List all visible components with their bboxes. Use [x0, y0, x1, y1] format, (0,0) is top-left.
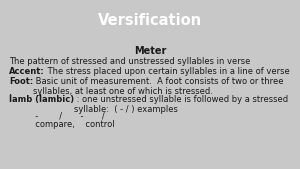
Text: -        /       -       /: - / - / — [9, 112, 105, 121]
Text: İamb (İambic): İamb (İambic) — [9, 95, 74, 104]
Text: compare,    control: compare, control — [9, 120, 115, 129]
Text: Basic unit of measurement.  A foot consists of two or three
syllables, at least : Basic unit of measurement. A foot consis… — [33, 77, 284, 96]
Text: The stress placed upon certain syllables in a line of verse: The stress placed upon certain syllables… — [45, 67, 290, 76]
Text: Meter: Meter — [134, 46, 166, 56]
Text: Foot:: Foot: — [9, 77, 33, 86]
Text: The pattern of stressed and unstressed syllables in verse: The pattern of stressed and unstressed s… — [9, 57, 250, 66]
Text: Accent:: Accent: — [9, 67, 45, 76]
Text: : one unstressed syllable is followed by a stressed
syllable:  ( - / ) examples: : one unstressed syllable is followed by… — [74, 95, 288, 114]
Text: Versification: Versification — [98, 13, 202, 28]
